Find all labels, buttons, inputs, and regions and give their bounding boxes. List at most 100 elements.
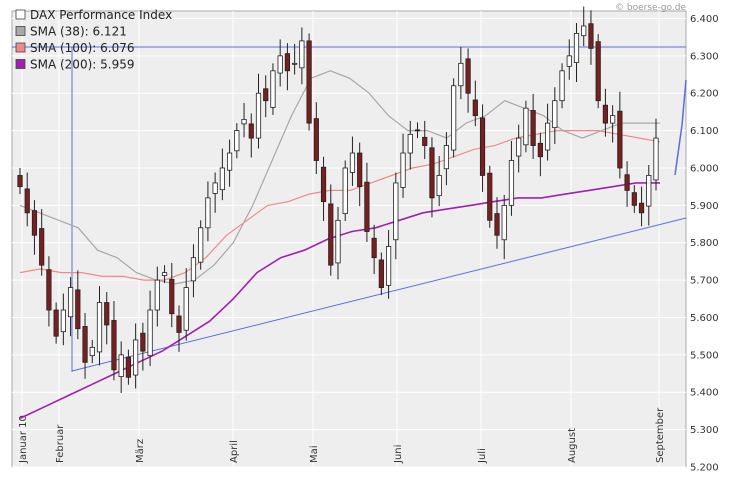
credit-text: © boerse-go.de (615, 3, 686, 13)
candlestick (573, 22, 580, 83)
x-month-group: Mai (309, 445, 320, 463)
plot-area (11, 10, 687, 468)
candle-body (46, 269, 52, 311)
candlestick (364, 162, 370, 242)
x-month-group: März (135, 439, 146, 463)
x-month-label: August (567, 428, 578, 463)
candlestick (111, 301, 117, 381)
candlestick (436, 156, 442, 207)
candlestick (451, 78, 457, 158)
candle-body (226, 152, 233, 171)
candlestick (414, 122, 421, 139)
candle-body (414, 129, 421, 132)
candle-body (183, 287, 189, 331)
legend-swatch (15, 9, 26, 20)
candle-body (111, 320, 117, 371)
candle-body (248, 123, 254, 139)
candle-body (494, 213, 500, 236)
y-tick-label: 5.400 (690, 388, 719, 399)
candlestick (458, 46, 464, 100)
candle-body (147, 309, 153, 357)
candle-body (516, 137, 522, 157)
x-month-group: April (229, 440, 240, 463)
candle-body (595, 41, 601, 102)
candlestick (147, 290, 153, 367)
candlestick (183, 268, 189, 341)
candlestick (60, 293, 66, 346)
candle-body (371, 237, 377, 259)
candle-body (306, 40, 312, 124)
candle-body (277, 55, 283, 74)
legend-label: DAX Performance Index (30, 8, 172, 22)
candlestick (631, 185, 637, 213)
x-month-label: Januar 10 (18, 415, 29, 464)
candle-body (169, 278, 175, 315)
candlestick (537, 132, 543, 177)
candlestick (617, 91, 623, 179)
candlestick (161, 265, 168, 284)
candle-body (313, 118, 319, 161)
candlestick (465, 48, 471, 113)
candle-body (523, 107, 529, 146)
x-month-label: Juni (393, 445, 404, 464)
candlestick (140, 322, 146, 371)
candlestick (494, 197, 500, 249)
candlestick (530, 93, 536, 160)
candlestick (53, 302, 59, 344)
candle-body (342, 167, 348, 214)
candle-body (104, 302, 110, 326)
candle-body (422, 136, 428, 146)
candle-body (646, 175, 652, 207)
candle-body (544, 122, 551, 151)
candlestick (581, 6, 587, 47)
candlestick (39, 209, 45, 276)
candle-body (212, 182, 218, 194)
candlestick (67, 277, 74, 337)
candlestick (255, 73, 262, 149)
candle-body (219, 167, 225, 191)
candlestick (313, 102, 319, 174)
candlestick (602, 88, 609, 137)
x-month-label: Mai (309, 445, 320, 463)
candlestick (400, 133, 406, 198)
candlestick (133, 323, 139, 389)
candle-body (31, 210, 38, 236)
candle-body (205, 197, 211, 229)
candlestick (479, 104, 486, 192)
candlestick (544, 103, 551, 161)
x-month-label: September (655, 407, 666, 463)
candle-body (320, 166, 327, 203)
candle-body (75, 289, 81, 330)
candle-body (407, 133, 413, 154)
candlestick (75, 270, 81, 340)
candlestick (277, 39, 283, 87)
legend-swatch (15, 59, 26, 69)
candlestick (624, 161, 630, 207)
candlestick (371, 224, 377, 275)
candlestick (190, 244, 197, 298)
candle-body (588, 23, 594, 49)
candlestick (443, 132, 450, 186)
candle-body (96, 302, 103, 353)
y-tick-label: 6.400 (690, 14, 719, 25)
candlestick (393, 172, 399, 260)
x-month-label: Juli (477, 448, 488, 464)
sma100-line (19, 130, 661, 281)
y-tick-label: 6.000 (690, 163, 719, 174)
candle-body (161, 272, 168, 277)
candlestick (422, 120, 428, 160)
candlestick (234, 123, 240, 159)
candle-body (638, 202, 645, 214)
candle-body (566, 55, 572, 67)
candle-body (140, 332, 146, 352)
candle-body (653, 137, 659, 181)
candlestick (125, 349, 132, 385)
candlestick (118, 341, 124, 393)
candlestick (653, 118, 659, 191)
candle-body (241, 118, 247, 125)
candlestick (219, 148, 225, 201)
x-month-group: Juli (477, 448, 488, 464)
candlestick (198, 220, 204, 270)
candle-body (39, 228, 45, 266)
